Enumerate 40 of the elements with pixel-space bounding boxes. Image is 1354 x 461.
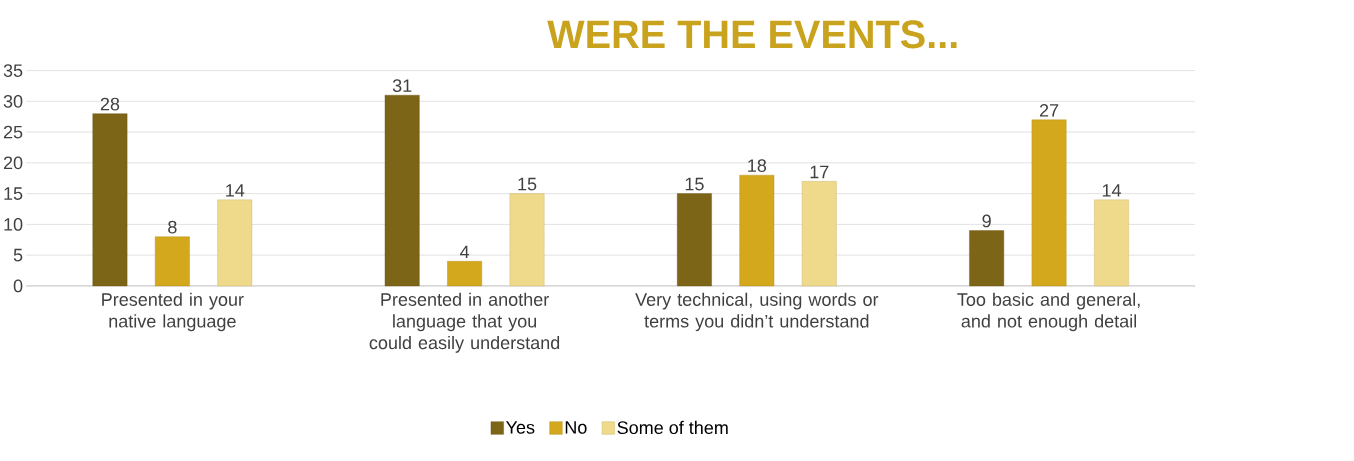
data-label: 9 (982, 214, 991, 228)
bar (217, 199, 253, 286)
data-label: 27 (1039, 103, 1059, 117)
data-label: 8 (168, 220, 177, 234)
y-tick-label: 0 (13, 279, 23, 293)
bar (384, 94, 420, 286)
bar (1094, 199, 1129, 286)
data-label: 15 (518, 177, 537, 191)
bar (739, 174, 775, 286)
bar (92, 113, 128, 286)
data-label: 31 (392, 79, 412, 92)
bar (801, 180, 837, 286)
legend-label: No (565, 420, 587, 434)
y-tick-label: 5 (13, 248, 23, 262)
data-label: 4 (460, 245, 470, 258)
bar (509, 193, 545, 286)
legend-label: Some of them (617, 420, 728, 434)
y-tick-label: 20 (3, 156, 23, 170)
bar (969, 230, 1005, 286)
data-label: 28 (100, 97, 120, 111)
data-label: 17 (810, 165, 829, 178)
bar (677, 193, 712, 286)
y-tick-label: 35 (3, 63, 23, 77)
x-tick-label: Very technical, using words or terms you didn’t understand (635, 292, 879, 331)
data-label: 15 (685, 177, 704, 191)
y-tick-label: 25 (3, 125, 23, 139)
y-tick-label: 10 (4, 217, 23, 231)
x-tick-label: Presented in your native language (102, 292, 244, 331)
bar (155, 236, 190, 286)
chart-title: WERE THE EVENTS... (547, 20, 957, 49)
bar (1031, 119, 1067, 286)
data-label: 14 (1102, 183, 1121, 197)
x-tick-label: Presented in another language that you could easily understand (369, 292, 560, 353)
y-tick-label: 30 (3, 94, 23, 108)
data-label: 18 (748, 159, 767, 172)
bar (447, 260, 482, 286)
x-tick-label: Too basic and general, and not enough detail (957, 292, 1140, 331)
legend-label: Yes (505, 420, 535, 434)
data-label: 14 (226, 183, 245, 197)
y-tick-label: 15 (4, 187, 23, 200)
